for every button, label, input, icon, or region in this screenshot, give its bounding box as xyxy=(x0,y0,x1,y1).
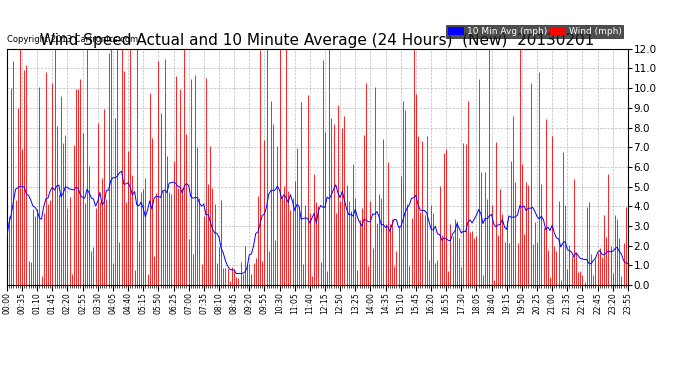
Title: Wind Speed Actual and 10 Minute Average (24 Hours)  (New)  20130201: Wind Speed Actual and 10 Minute Average … xyxy=(40,33,595,48)
Text: Copyright 2013 Cartronics.com: Copyright 2013 Cartronics.com xyxy=(7,35,138,44)
Legend: 10 Min Avg (mph), Wind (mph): 10 Min Avg (mph), Wind (mph) xyxy=(446,25,623,38)
